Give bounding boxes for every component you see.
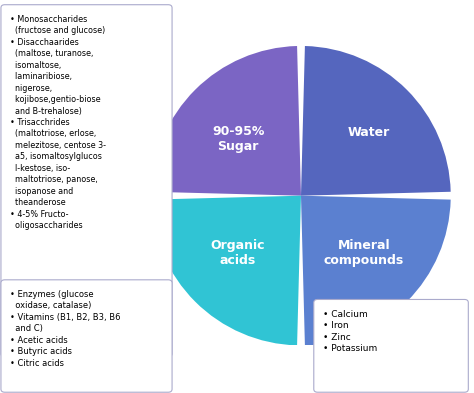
Text: • Calcium
• Iron
• Zinc
• Potassium: • Calcium • Iron • Zinc • Potassium <box>323 310 377 353</box>
Wedge shape <box>301 196 451 345</box>
Wedge shape <box>151 46 301 196</box>
FancyBboxPatch shape <box>314 299 468 392</box>
Text: • Enzymes (glucose
  oxidase, catalase)
• Vitamins (B1, B2, B3, B6
  and C)
• Ac: • Enzymes (glucose oxidase, catalase) • … <box>10 290 121 368</box>
Text: Mineral
compounds: Mineral compounds <box>324 239 404 266</box>
Text: 90-95%
Sugar: 90-95% Sugar <box>212 125 264 153</box>
Wedge shape <box>301 46 451 196</box>
Text: • Monosaccharides
  (fructose and glucose)
• Disacchaarides
  (maltose, turanose: • Monosaccharides (fructose and glucose)… <box>10 15 107 230</box>
Text: Organic
acids: Organic acids <box>211 239 265 266</box>
Wedge shape <box>151 196 301 345</box>
FancyBboxPatch shape <box>1 280 172 392</box>
FancyBboxPatch shape <box>1 5 172 357</box>
Text: Water: Water <box>347 126 390 139</box>
